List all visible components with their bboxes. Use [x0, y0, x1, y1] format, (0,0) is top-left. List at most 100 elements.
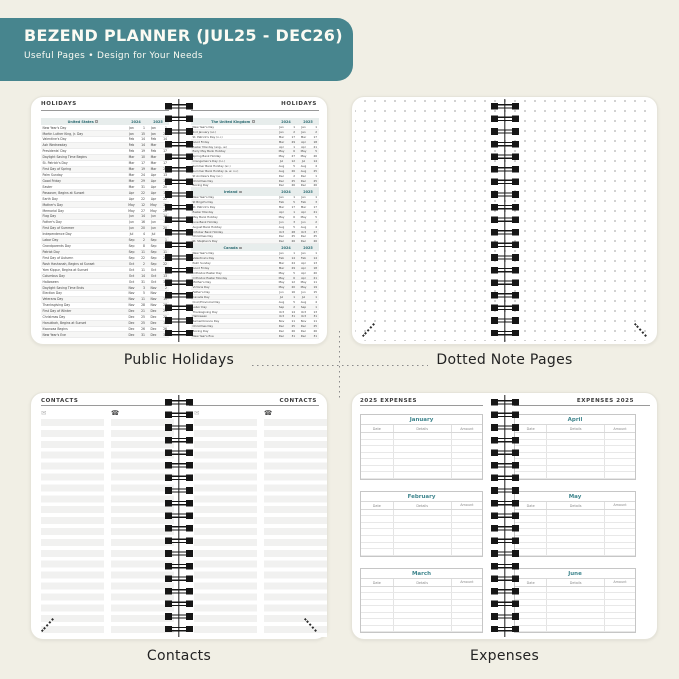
holiday-name: Christmas Day: [42, 315, 66, 320]
month-2025: Nov: [150, 303, 157, 308]
day-2024: 5: [293, 299, 295, 304]
holiday-name: Thanksgiving Day: [192, 309, 218, 314]
expense-row: [515, 549, 635, 556]
holiday-name: Orthodox Easter Monday: [192, 275, 228, 280]
month-2024: Nov: [128, 285, 135, 290]
holiday-row: Good Friday Mar 29 Apr 18: [191, 266, 319, 271]
month-2025: Dec: [300, 183, 307, 188]
us-holiday-rows: New Year's Day Jan 1 Jan 1 Martin Luther…: [41, 125, 169, 339]
day-2024: 5: [293, 224, 295, 229]
day-2025: 27: [313, 229, 317, 234]
expense-rows: [515, 433, 635, 479]
expense-row: [361, 522, 482, 530]
month-2024: May: [278, 214, 285, 219]
month-2024: Dec: [278, 239, 285, 244]
day-2024: 1: [293, 144, 295, 149]
holiday-name: Veterans Day: [42, 297, 64, 302]
day-2025: 17: [313, 134, 317, 139]
holiday-name: Election Day: [42, 291, 62, 296]
holiday-name: Halloween: [192, 314, 208, 319]
expense-month-table: April Date Details Amount: [514, 414, 636, 480]
day-2024: 29: [291, 139, 295, 144]
expense-rows: [515, 586, 635, 633]
month-2025: Jan: [301, 251, 306, 256]
holiday-name: Orthodox Easter Day: [192, 270, 222, 275]
month-2025: Dec: [150, 321, 157, 326]
day-2025: 21: [313, 144, 317, 149]
month-2025: Oct: [150, 273, 157, 278]
month-2025: Sep: [300, 304, 307, 309]
month-2025: Dec: [150, 326, 157, 331]
month-2024: Dec: [128, 315, 135, 320]
month-2024: Mar: [278, 139, 285, 144]
month-2025: Feb: [150, 137, 157, 142]
holiday-name: Christmas Day: [192, 178, 214, 183]
day-2025: 2: [315, 129, 317, 134]
day-2025: 3: [315, 200, 317, 205]
month-2025: Sep: [150, 261, 157, 266]
month-2024: Apr: [128, 196, 135, 201]
month-title: January: [361, 415, 482, 425]
month-2025: Apr: [150, 178, 157, 183]
month-2024: Jun: [279, 290, 284, 295]
day-2025: 1: [165, 238, 167, 243]
holiday-name: Remembrance Day: [192, 319, 220, 324]
holiday-name: New Year's Day: [192, 195, 215, 200]
day-2024: 5: [293, 200, 295, 205]
day-2025: 15: [163, 220, 167, 225]
caption-contacts: Contacts: [146, 648, 212, 664]
month-title: April: [515, 415, 635, 425]
holiday-name: Labor Day: [42, 238, 59, 243]
expense-column-headers: Date Details Amount: [515, 501, 635, 510]
day-2024: 27: [141, 208, 145, 213]
expense-rows: [361, 433, 482, 479]
holiday-name: St. Stephen's Day: [192, 239, 218, 244]
holiday-name: Daylight Saving Time Ends: [42, 285, 84, 290]
month-2024: Jul: [279, 295, 284, 299]
day-2025: 21: [163, 309, 167, 314]
day-2024: 11: [141, 250, 145, 254]
holiday-name: Memorial Day: [42, 208, 64, 213]
day-2024: 31: [141, 279, 145, 284]
holiday-name: Thanksgiving Day: [42, 303, 71, 308]
day-2024: 25: [291, 324, 295, 329]
month-2025: Feb: [150, 149, 157, 154]
expense-row: [361, 452, 482, 460]
holiday-name: Easter: [42, 184, 53, 189]
month-2024: Nov: [278, 319, 285, 324]
expense-row: [515, 529, 635, 537]
uk-flag-icon: [251, 120, 255, 123]
day-2024: 8: [143, 244, 145, 249]
month-2025: May: [300, 149, 307, 154]
day-2024: 24: [291, 260, 295, 265]
table-header-us: United States 2024 2025: [41, 118, 169, 126]
day-2025: 26: [313, 183, 317, 188]
holiday-name: Rosh Hashanah, Begins at Sunset: [42, 261, 95, 266]
month-2024: Mar: [128, 178, 135, 183]
holiday-name: Hanukkah, Begins at Sunset: [42, 321, 87, 326]
month-2025: Dec: [150, 332, 157, 337]
month-2024: Oct: [279, 309, 284, 314]
month-2024: May: [278, 280, 285, 285]
day-2024: 12: [291, 159, 295, 164]
ireland-holidays-table: Ireland 2024 2025 New Year's Day Jan 1 J…: [191, 188, 319, 245]
month-2024: Dec: [128, 326, 135, 331]
expense-column-headers: Date Details Amount: [361, 578, 482, 587]
month-2025: Apr: [301, 144, 306, 149]
holiday-name: Civic/Provincial Day: [192, 299, 221, 304]
month-2025: Jan: [151, 125, 156, 130]
year-column-header: 2024: [131, 119, 141, 124]
month-2024: Oct: [128, 273, 135, 278]
expense-row: [361, 536, 482, 543]
expense-row: [361, 612, 482, 620]
holiday-name: New Year's Eve: [42, 332, 66, 337]
day-2025: 13: [163, 173, 167, 178]
month-2024: Aug: [278, 168, 285, 173]
month-2025: Jan: [151, 131, 156, 136]
month-2025: Dec: [150, 309, 157, 314]
holiday-name: First Day of Autumn: [42, 255, 74, 260]
day-2025: 11: [163, 297, 167, 302]
us-flag-icon: [95, 120, 99, 123]
page-title-contacts-right: CONTACTS: [279, 398, 317, 404]
column-header-date: Date: [515, 578, 548, 586]
